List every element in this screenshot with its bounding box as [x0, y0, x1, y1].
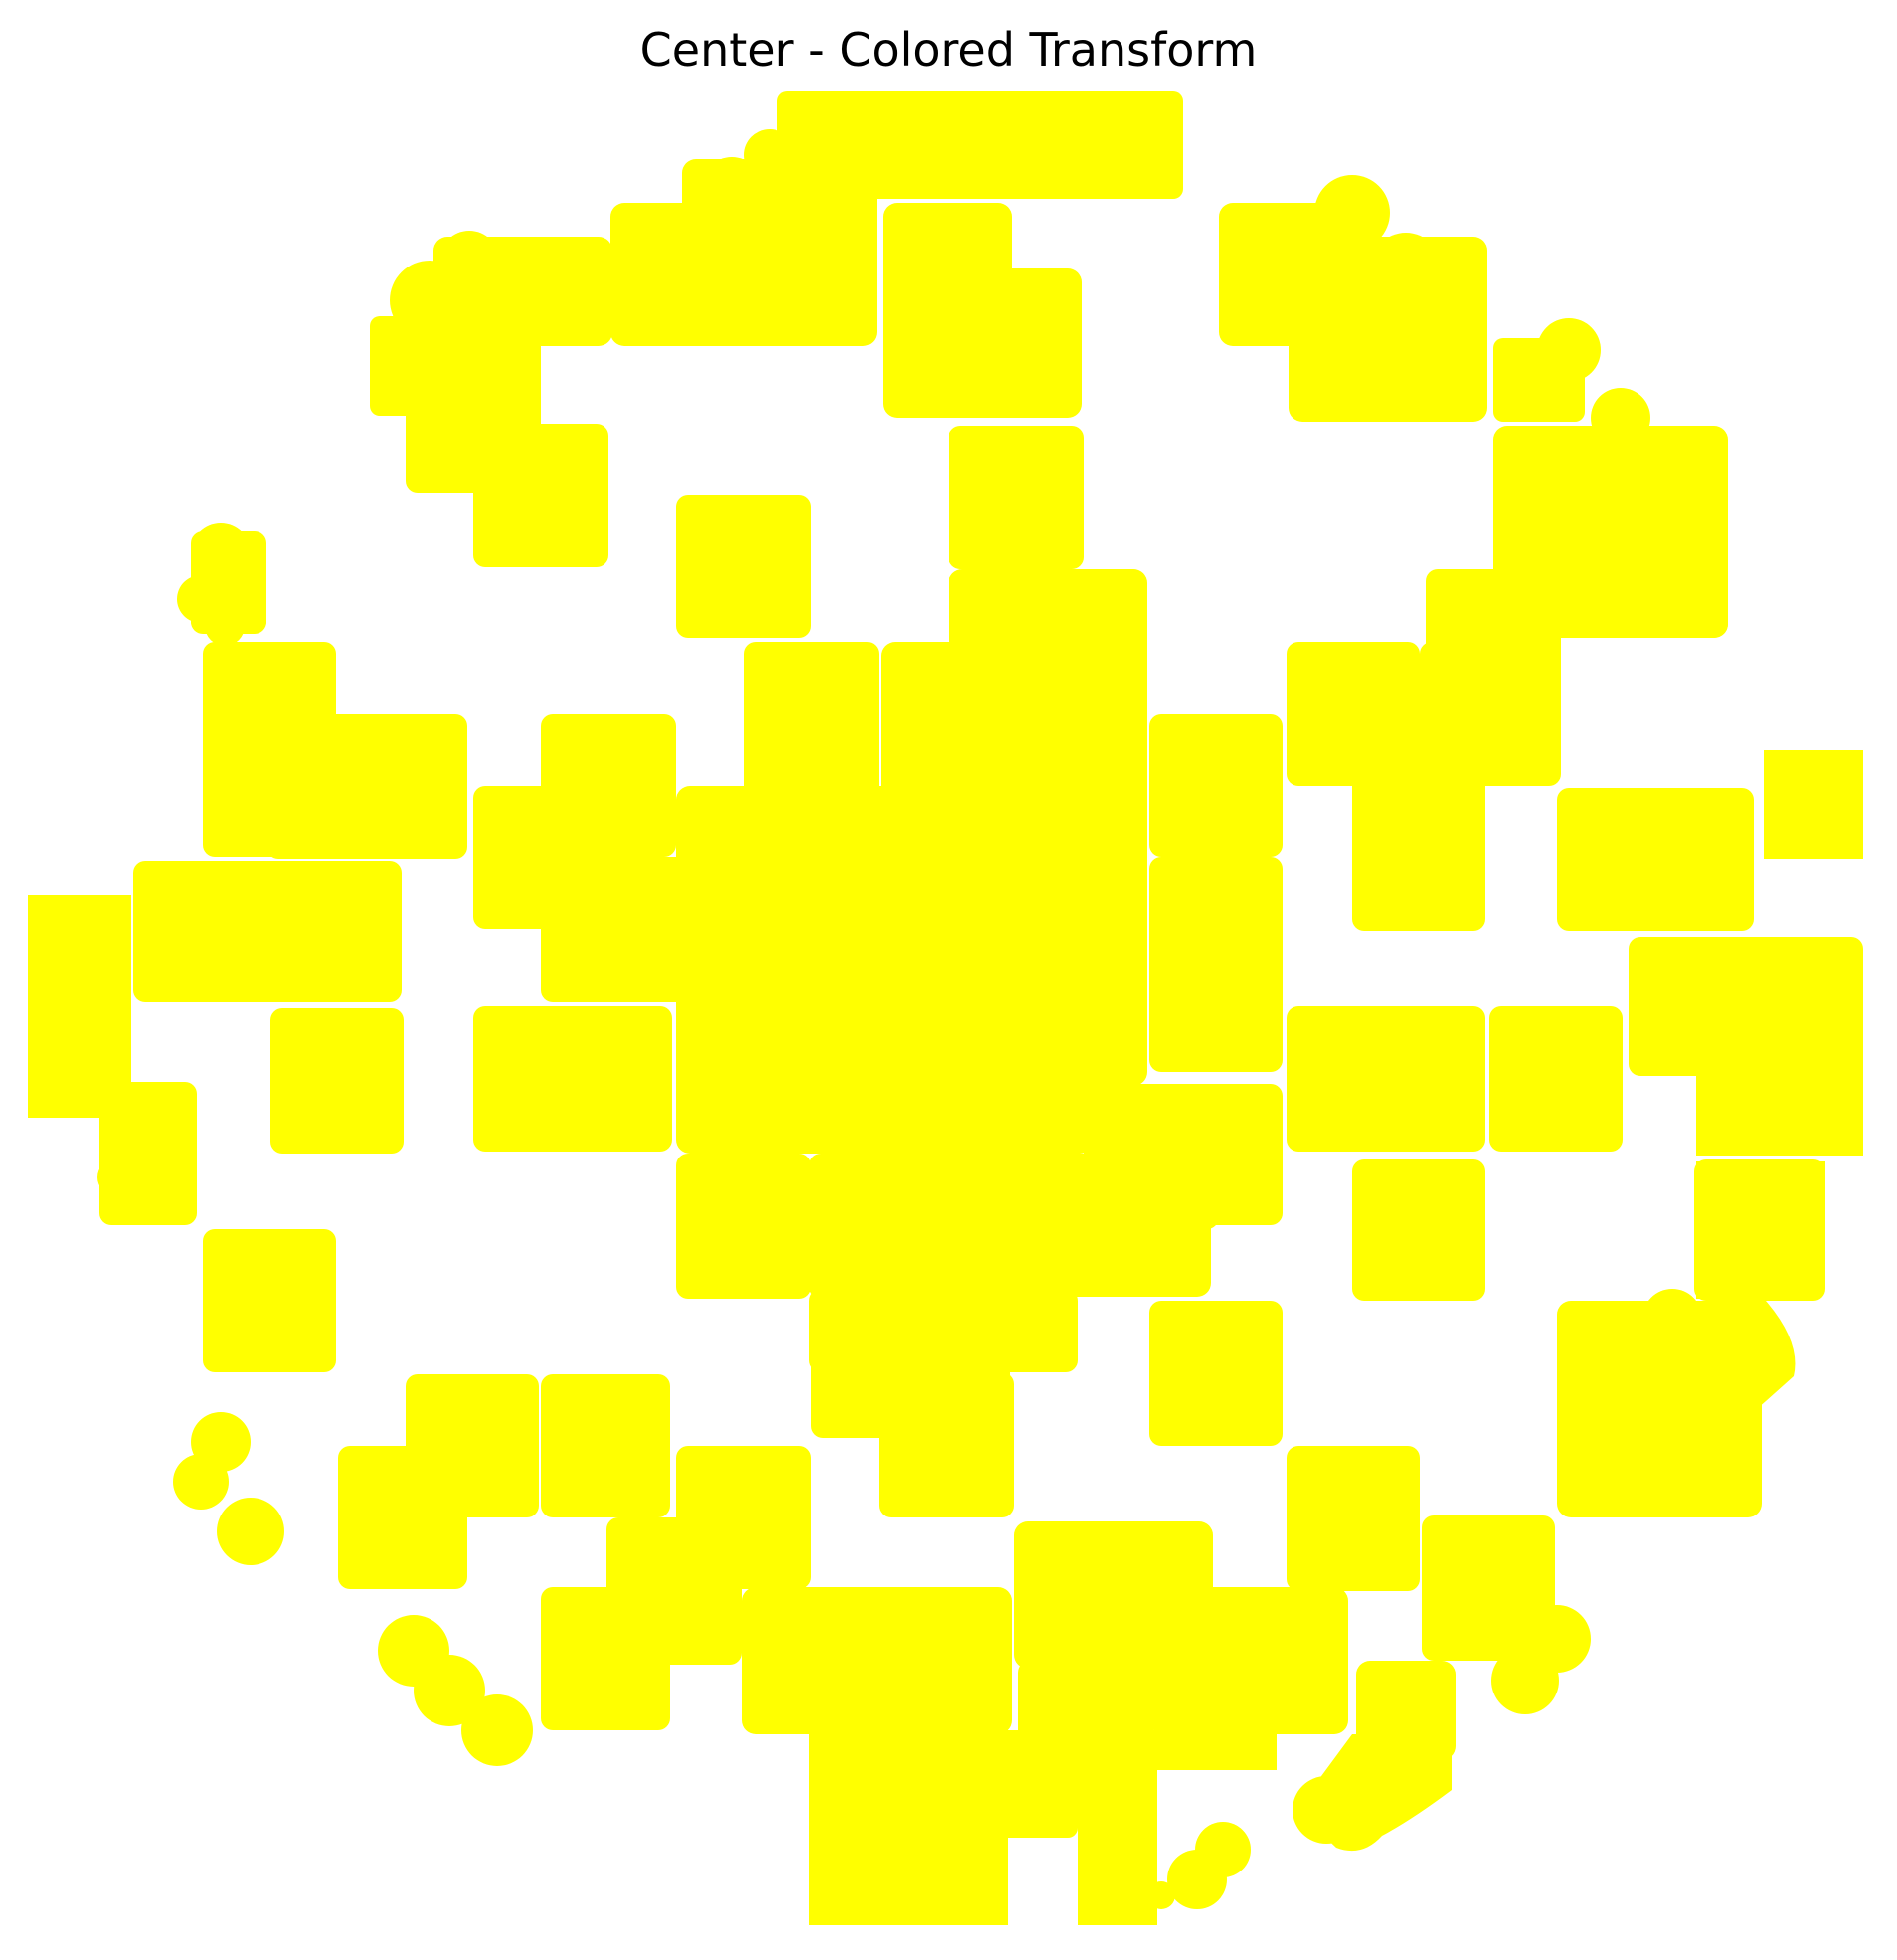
yellow-blob	[1696, 1064, 1863, 1156]
yellow-blob	[473, 424, 608, 567]
yellow-blob	[1149, 1301, 1283, 1446]
yellow-blob	[541, 1374, 670, 1517]
yellow-blob	[1557, 788, 1754, 931]
yellow-blob	[461, 1694, 533, 1766]
yellow-blob	[1287, 1006, 1485, 1152]
yellow-blob	[676, 786, 1094, 1154]
yellow-blob	[270, 1008, 404, 1154]
yellow-blob	[948, 426, 1084, 569]
yellow-blob	[1296, 1734, 1452, 1852]
yellow-blob	[1654, 449, 1706, 501]
yellow-blob	[97, 1159, 133, 1195]
figure-title: Center - Colored Transform	[639, 23, 1258, 77]
yellow-blob	[676, 1154, 811, 1299]
yellow-blob	[742, 1587, 1012, 1734]
yellow-blob	[541, 1587, 670, 1730]
yellow-blob	[541, 857, 690, 1002]
yellow-blob	[338, 1446, 467, 1589]
yellow-blob	[28, 895, 131, 1118]
yellow-blob	[205, 607, 245, 646]
yellow-blob	[266, 714, 467, 859]
yellow-blob	[1149, 857, 1283, 1072]
yellow-blob	[173, 1454, 229, 1510]
yellow-blob	[702, 157, 762, 217]
yellow-blob	[1149, 1587, 1348, 1734]
yellow-blob	[1370, 233, 1442, 304]
yellow-blob	[1287, 1446, 1420, 1591]
yellow-blob	[883, 268, 1082, 418]
yellow-blob	[1314, 175, 1390, 251]
yellow-blob	[1352, 1159, 1485, 1301]
yellow-blob	[1537, 318, 1601, 382]
yellow-blob	[439, 231, 499, 290]
yellow-blob	[1629, 937, 1863, 1076]
yellow-blob	[414, 1655, 485, 1726]
yellow-blob	[191, 523, 251, 583]
yellow-blob	[133, 861, 402, 1002]
yellow-blob	[1696, 1161, 1825, 1299]
yellow-blob	[744, 129, 795, 181]
yellow-blob	[203, 1229, 336, 1372]
yellow-blob	[1195, 1822, 1251, 1877]
yellow-blob	[676, 495, 811, 638]
yellow-blob	[1147, 1881, 1175, 1909]
yellow-blob	[1575, 1301, 1796, 1517]
yellow-blob	[1082, 1808, 1153, 1877]
yellow-blob	[809, 1730, 1008, 1925]
yellow-blob	[473, 1006, 672, 1152]
yellow-blob-group	[28, 91, 1863, 1925]
yellow-blob	[1491, 1647, 1559, 1714]
yellow-blob	[1084, 1084, 1219, 1229]
yellow-blob	[1352, 714, 1485, 931]
yellow-blob	[1591, 388, 1650, 447]
yellow-blob	[1422, 1515, 1555, 1661]
yellow-blob	[217, 1498, 284, 1565]
yellow-blob	[610, 203, 740, 346]
yellow-blob	[1149, 714, 1283, 857]
yellow-blob	[105, 1096, 165, 1156]
yellow-blob	[1489, 1006, 1623, 1152]
yellow-blob	[1557, 477, 1728, 638]
yellow-blob	[1764, 750, 1863, 859]
yellow-blob	[879, 1372, 1014, 1517]
